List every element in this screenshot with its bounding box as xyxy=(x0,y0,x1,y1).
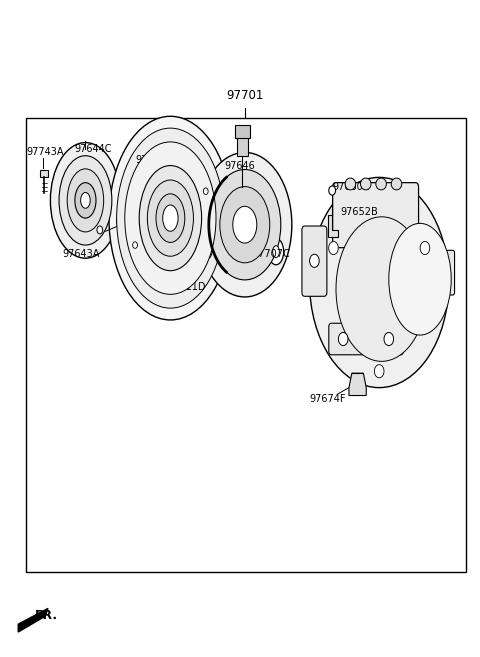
Ellipse shape xyxy=(273,246,279,258)
FancyBboxPatch shape xyxy=(432,250,455,295)
Ellipse shape xyxy=(117,128,224,308)
Ellipse shape xyxy=(156,194,185,242)
Circle shape xyxy=(204,188,208,194)
Circle shape xyxy=(329,186,336,195)
FancyBboxPatch shape xyxy=(333,183,419,248)
Circle shape xyxy=(310,254,319,267)
Bar xyxy=(40,170,48,177)
FancyBboxPatch shape xyxy=(329,323,403,355)
Polygon shape xyxy=(18,608,48,632)
Bar xyxy=(26,118,466,572)
Circle shape xyxy=(97,226,103,234)
Ellipse shape xyxy=(345,178,356,190)
Text: 97643A: 97643A xyxy=(62,249,100,260)
Text: 97680C: 97680C xyxy=(332,182,370,193)
Ellipse shape xyxy=(360,178,371,190)
Circle shape xyxy=(329,242,338,255)
Text: 97707C: 97707C xyxy=(252,248,290,259)
Ellipse shape xyxy=(198,152,292,297)
Bar xyxy=(237,136,248,156)
Text: FR.: FR. xyxy=(35,609,58,622)
Ellipse shape xyxy=(310,177,449,388)
Ellipse shape xyxy=(233,206,257,243)
Polygon shape xyxy=(328,215,338,237)
Ellipse shape xyxy=(59,156,112,245)
FancyBboxPatch shape xyxy=(302,226,327,296)
Text: 97674F: 97674F xyxy=(310,394,346,404)
Ellipse shape xyxy=(75,183,96,218)
Text: 97701: 97701 xyxy=(226,89,264,102)
Circle shape xyxy=(384,332,394,346)
Ellipse shape xyxy=(220,187,270,263)
Ellipse shape xyxy=(209,170,281,280)
Ellipse shape xyxy=(389,223,451,335)
Ellipse shape xyxy=(163,205,178,231)
Bar xyxy=(235,125,250,138)
Circle shape xyxy=(420,242,430,255)
Circle shape xyxy=(338,332,348,346)
Circle shape xyxy=(374,365,384,378)
Ellipse shape xyxy=(125,142,216,294)
Ellipse shape xyxy=(109,116,232,320)
Ellipse shape xyxy=(202,237,213,259)
Ellipse shape xyxy=(112,204,130,238)
Ellipse shape xyxy=(117,212,125,229)
Ellipse shape xyxy=(50,143,120,258)
Polygon shape xyxy=(349,373,366,396)
Ellipse shape xyxy=(67,169,104,232)
Circle shape xyxy=(132,242,137,248)
Ellipse shape xyxy=(81,193,90,208)
Ellipse shape xyxy=(147,180,193,256)
Ellipse shape xyxy=(391,178,402,190)
Ellipse shape xyxy=(139,166,202,271)
Text: 97743A: 97743A xyxy=(26,147,64,158)
Ellipse shape xyxy=(336,217,427,361)
Ellipse shape xyxy=(268,238,284,265)
Text: 97643E: 97643E xyxy=(135,154,172,165)
Ellipse shape xyxy=(197,225,218,270)
Ellipse shape xyxy=(376,178,386,190)
Text: 97711D: 97711D xyxy=(167,282,205,292)
Text: 97644C: 97644C xyxy=(74,144,112,154)
Text: 97646: 97646 xyxy=(225,160,255,171)
Text: 97652B: 97652B xyxy=(341,206,379,217)
